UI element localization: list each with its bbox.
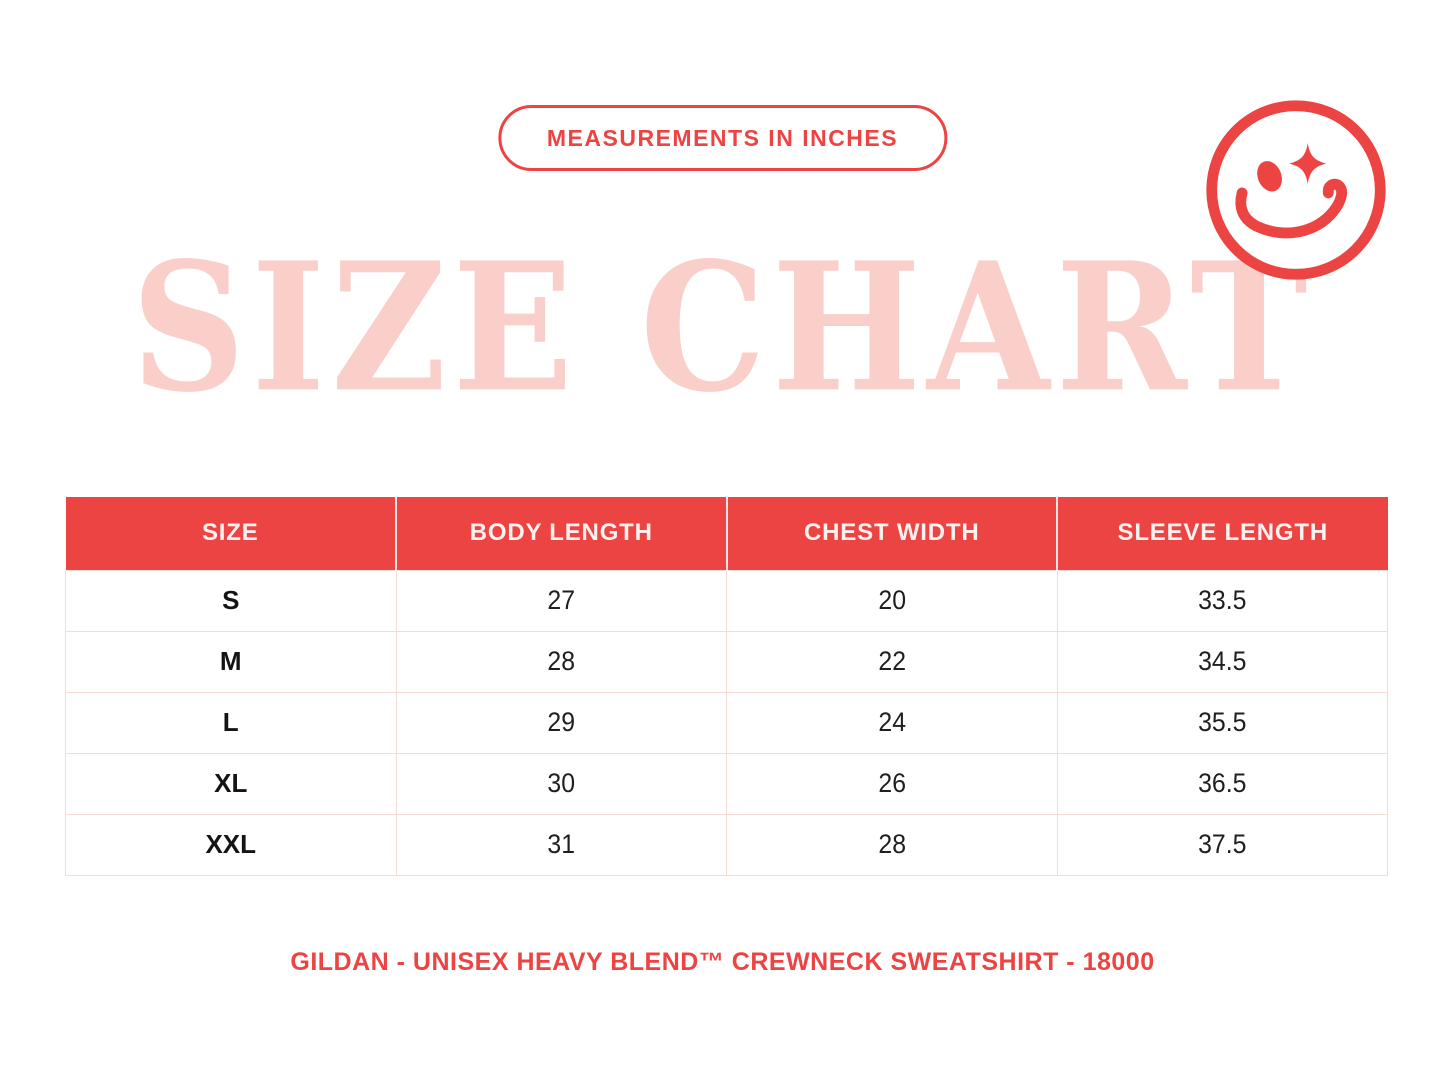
column-header-chest-width: CHEST WIDTH: [726, 497, 1058, 570]
measurement-cell: 33.5: [1069, 569, 1375, 632]
column-header-body-length: BODY LENGTH: [396, 497, 728, 570]
column-header-sleeve-length: SLEEVE LENGTH: [1057, 497, 1388, 570]
table-row: L 29 24 35.5: [65, 691, 1388, 754]
size-table-body: S 27 20 33.5 M 28 22 34.5 L 29 24 35.5 XL 30 26 36.5 XXL…: [65, 569, 1388, 876]
table-row: XL 30 26 36.5: [65, 752, 1388, 815]
winking-smiley-icon: [1206, 100, 1386, 280]
measurement-cell: 28: [408, 630, 714, 693]
size-cell: XL: [65, 752, 397, 815]
measurement-cell: 22: [739, 630, 1045, 693]
measurement-cell: 29: [408, 691, 714, 754]
measurement-cell: 37.5: [1069, 813, 1375, 876]
table-row: XXL 31 28 37.5: [65, 813, 1388, 876]
header-row: SIZE BODY LENGTH CHEST WIDTH SLEEVE LENG…: [65, 497, 1388, 570]
measurement-cell: 34.5: [1069, 630, 1375, 693]
size-table-header: SIZE BODY LENGTH CHEST WIDTH SLEEVE LENG…: [65, 497, 1388, 570]
measurement-cell: 28: [739, 813, 1045, 876]
size-cell: L: [65, 691, 397, 754]
measurement-cell: 30: [408, 752, 714, 815]
size-cell: M: [65, 630, 397, 693]
size-cell: S: [65, 569, 397, 632]
measurement-cell: 35.5: [1069, 691, 1375, 754]
size-table: SIZE BODY LENGTH CHEST WIDTH SLEEVE LENG…: [65, 497, 1388, 876]
measurement-cell: 26: [739, 752, 1045, 815]
page-title: SIZE CHART: [131, 224, 1314, 432]
product-name: GILDAN - UNISEX HEAVY BLEND™ CREWNECK SW…: [290, 948, 1155, 976]
size-cell: XXL: [65, 813, 397, 876]
measurement-cell: 20: [739, 569, 1045, 632]
measurement-cell: 24: [739, 691, 1045, 754]
table-row: S 27 20 33.5: [65, 569, 1388, 632]
measurement-cell: 31: [408, 813, 714, 876]
measurements-badge: MEASUREMENTS IN INCHES: [497, 105, 948, 171]
measurement-cell: 27: [408, 569, 714, 632]
column-header-size: SIZE: [65, 497, 397, 570]
measurement-cell: 36.5: [1069, 752, 1375, 815]
measurements-badge-label: MEASUREMENTS IN INCHES: [546, 124, 899, 151]
table-row: M 28 22 34.5: [65, 630, 1388, 693]
